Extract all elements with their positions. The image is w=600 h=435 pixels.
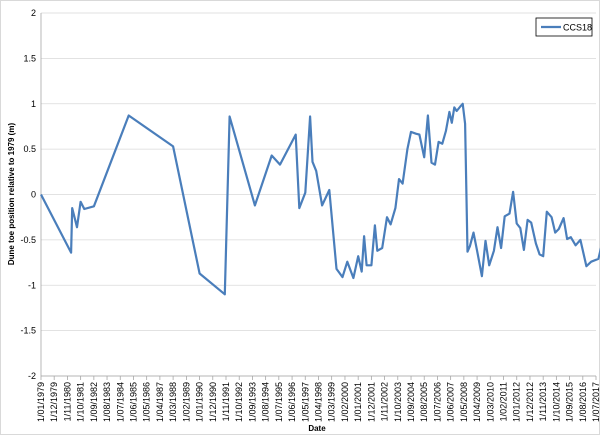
x-tick-label: 1/09/1982 bbox=[89, 382, 99, 422]
x-tick-label: 1/02/2000 bbox=[340, 382, 350, 422]
x-axis-title: Date bbox=[308, 424, 326, 433]
y-tick-label: -0.5 bbox=[20, 235, 36, 245]
x-tick-label: 1/11/2013 bbox=[538, 382, 548, 421]
series-lines bbox=[40, 102, 600, 296]
x-tick-label: 1/09/2004 bbox=[406, 382, 416, 422]
x-tick-label: 1/05/1997 bbox=[300, 382, 310, 422]
y-tick-label: 0.5 bbox=[23, 144, 36, 154]
x-tick-label: 1/09/1993 bbox=[247, 382, 257, 422]
x-tick-label: 1/08/1983 bbox=[102, 382, 112, 422]
x-tick-label: 1/10/1981 bbox=[76, 382, 86, 422]
legend-label-ccs18: CCS18 bbox=[563, 23, 592, 33]
x-tick-label: 1/02/2011 bbox=[499, 382, 509, 421]
y-tick-label: 1.5 bbox=[23, 53, 36, 63]
x-tick-label: 1/07/1995 bbox=[274, 382, 284, 422]
x-tick-label: 1/08/1994 bbox=[261, 382, 271, 422]
x-tick-label: 1/02/1989 bbox=[181, 382, 191, 422]
x-tick-label: 1/04/1998 bbox=[313, 382, 323, 422]
x-tick-label: 1/01/1979 bbox=[36, 382, 46, 422]
x-tick-label: 1/08/2005 bbox=[419, 382, 429, 422]
x-tick-label: 1/10/2014 bbox=[551, 382, 561, 422]
x-tick-label: 1/12/1990 bbox=[208, 382, 218, 422]
axes bbox=[40, 13, 597, 380]
y-tick-label: 0 bbox=[31, 190, 36, 200]
legend: CCS18 bbox=[535, 17, 593, 37]
series-line-ccs18 bbox=[40, 102, 600, 296]
x-tick-label: 1/06/1985 bbox=[128, 382, 138, 422]
x-tick-label: 1/07/1984 bbox=[115, 382, 125, 422]
x-tick-label: 1/04/1987 bbox=[155, 382, 165, 422]
y-tick-label: -1.5 bbox=[20, 326, 36, 336]
x-tick-label: 1/07/2006 bbox=[432, 382, 442, 422]
x-tick-label: 1/09/2015 bbox=[565, 382, 575, 422]
x-tick-label: 1/03/1999 bbox=[327, 382, 337, 422]
gridlines bbox=[41, 12, 596, 377]
y-axis-title: Dune toe position relative to 1979 (m) bbox=[7, 123, 16, 266]
x-tick-label: 1/07/2017 bbox=[591, 382, 600, 422]
x-tick-label: 1/10/2003 bbox=[393, 382, 403, 422]
legend-box bbox=[535, 17, 593, 37]
x-tick-label: 1/12/2001 bbox=[366, 382, 376, 422]
x-tick-label: 1/01/1990 bbox=[195, 382, 205, 422]
x-tick-label: 1/10/1992 bbox=[234, 382, 244, 422]
x-tick-label: 1/12/1979 bbox=[49, 382, 59, 422]
x-tick-label: 1/06/2007 bbox=[446, 382, 456, 422]
x-tick-label: 1/11/1991 bbox=[221, 382, 231, 421]
y-tick-label: -1 bbox=[28, 280, 36, 290]
x-tick-labels: 1/01/1979 1/12/1979 1/11/1980 1/10/1981 1/09… bbox=[36, 382, 600, 422]
y-tick-label: 2 bbox=[31, 8, 36, 18]
y-tick-labels: -2 -1.5 -1 -0.5 0 0.5 1 1.5 2 bbox=[20, 8, 36, 381]
x-tick-label: 1/11/2002 bbox=[380, 382, 390, 421]
x-tick-label: 1/11/1980 bbox=[62, 382, 72, 421]
x-tick-label: 1/05/1986 bbox=[142, 382, 152, 422]
y-tick-label: 1 bbox=[31, 99, 36, 109]
x-tick-label: 1/04/2009 bbox=[472, 382, 482, 422]
x-tick-label: 1/01/2001 bbox=[353, 382, 363, 422]
x-tick-label: 1/06/1996 bbox=[287, 382, 297, 422]
x-tick-label: 1/05/2008 bbox=[459, 382, 469, 422]
x-tick-label: 1/12/2012 bbox=[525, 382, 535, 422]
x-tick-label: 1/08/2016 bbox=[578, 382, 588, 422]
x-tick-label: 1/03/2010 bbox=[485, 382, 495, 422]
x-tick-label: 1/01/2012 bbox=[512, 382, 522, 422]
y-tick-label: -2 bbox=[28, 371, 36, 381]
x-tick-label: 1/03/1988 bbox=[168, 382, 178, 422]
